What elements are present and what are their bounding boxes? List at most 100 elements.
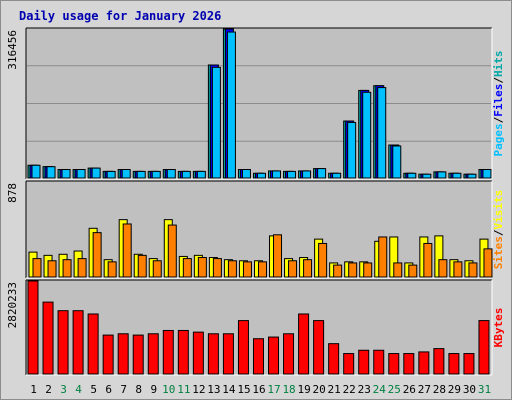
sites-bar — [212, 258, 222, 278]
kbytes-bar — [298, 313, 310, 375]
kbytes-bar — [313, 320, 325, 375]
sites-bar — [438, 259, 448, 278]
legend-label: Pages/Files/Hits — [492, 51, 505, 157]
pages-bar — [211, 66, 221, 179]
kbytes-bar — [373, 349, 385, 375]
sites-bar — [378, 236, 388, 278]
kbytes-bar — [117, 333, 129, 375]
pages-bar — [347, 121, 357, 179]
sites-bar — [303, 259, 313, 278]
kbytes-bar — [478, 320, 490, 375]
sites-bar — [288, 260, 298, 278]
pages-bar — [136, 170, 146, 179]
pages-bar — [467, 173, 477, 179]
x-tick-label: 27 — [418, 383, 431, 396]
x-tick-label: 12 — [192, 383, 205, 396]
x-tick-label: 4 — [75, 383, 82, 396]
sites-bar — [152, 260, 162, 278]
x-tick-label: 10 — [162, 383, 175, 396]
kbytes-bar — [358, 349, 370, 375]
x-tick-label: 19 — [297, 383, 310, 396]
kbytes-bar — [418, 351, 430, 375]
kbytes-bar — [42, 301, 54, 375]
kbytes-bar — [57, 310, 69, 375]
kbytes-bar — [343, 353, 355, 375]
pages-bar — [61, 169, 71, 179]
x-tick-label: 29 — [448, 383, 461, 396]
x-tick-label: 20 — [313, 383, 326, 396]
x-axis-labels: 1 2 3 4 5 6 7 8 9 10 11 12 13 14 15 16 17 18 19 20 21 22 23 24 2… — [30, 383, 491, 396]
x-tick-label: 7 — [120, 383, 127, 396]
pages-bar — [482, 169, 492, 179]
sites-bar — [122, 223, 132, 278]
legend-label: KBytes — [492, 308, 505, 348]
x-tick-label: 5 — [90, 383, 97, 396]
pages-bar — [407, 172, 417, 179]
x-tick-label: 17 — [267, 383, 280, 396]
y-max-label: 2820233 — [6, 282, 19, 328]
pages-bar — [151, 170, 161, 179]
pages-bar — [181, 170, 191, 179]
pages-bar — [106, 170, 116, 179]
sites-bar — [137, 254, 147, 278]
pages-bar — [362, 91, 372, 179]
sites-bar — [92, 232, 102, 278]
pages-bar — [196, 170, 206, 179]
kbytes-bar — [27, 280, 39, 375]
x-tick-label: 31 — [478, 383, 491, 396]
kbytes-bar — [448, 353, 460, 375]
x-tick-label: 21 — [328, 383, 341, 396]
sites-bar — [468, 262, 478, 278]
sites-bar — [333, 264, 343, 278]
pages-bar — [287, 170, 297, 179]
kbytes-bar — [283, 333, 295, 375]
x-tick-label: 25 — [388, 383, 401, 396]
x-tick-label: 6 — [105, 383, 112, 396]
legend-part: KBytes — [492, 308, 505, 348]
pages-bar — [121, 169, 131, 179]
sites-bar — [167, 224, 177, 278]
x-tick-label: 28 — [433, 383, 446, 396]
pages-bar — [302, 170, 312, 179]
x-tick-label: 26 — [403, 383, 416, 396]
kbytes-bar — [252, 338, 264, 375]
sites-bar — [257, 261, 267, 278]
kbytes-bar — [162, 329, 174, 375]
pages-bar — [332, 172, 342, 179]
kbytes-bar — [237, 320, 249, 375]
x-tick-label: 8 — [135, 383, 142, 396]
kbytes-bar — [87, 313, 99, 375]
kbytes-bar — [102, 334, 114, 375]
pages-bar — [166, 169, 176, 179]
legend-part: / — [492, 77, 505, 84]
sites-bar — [363, 262, 373, 278]
pages-bar — [437, 171, 447, 179]
pages-bar — [91, 167, 101, 179]
x-tick-label: 30 — [463, 383, 476, 396]
x-tick-label: 13 — [207, 383, 220, 396]
pages-bar — [241, 169, 251, 179]
legend-label: Sites/Visits — [492, 190, 505, 270]
legend-part: / — [492, 229, 505, 236]
x-tick-label: 14 — [222, 383, 236, 396]
pages-bar — [422, 173, 432, 179]
sites-bar — [47, 260, 57, 278]
kbytes-bar — [463, 353, 475, 375]
x-tick-label: 2 — [45, 383, 52, 396]
pages-bar — [377, 87, 387, 179]
pages-bar — [392, 145, 402, 179]
pages-bar — [452, 172, 462, 179]
pages-bar — [46, 166, 56, 179]
x-tick-label: 15 — [237, 383, 250, 396]
sites-bar — [242, 261, 252, 278]
y-max-label: 878 — [6, 183, 19, 203]
pages-bar — [76, 169, 86, 179]
panels-layer: 316456Pages/Files/Hits878Sites/Visits282… — [6, 27, 505, 376]
sites-bar — [453, 261, 463, 278]
kbytes-bar — [72, 310, 84, 375]
pages-bar — [317, 168, 327, 179]
sites-bar — [107, 261, 117, 278]
x-tick-label: 1 — [30, 383, 37, 396]
